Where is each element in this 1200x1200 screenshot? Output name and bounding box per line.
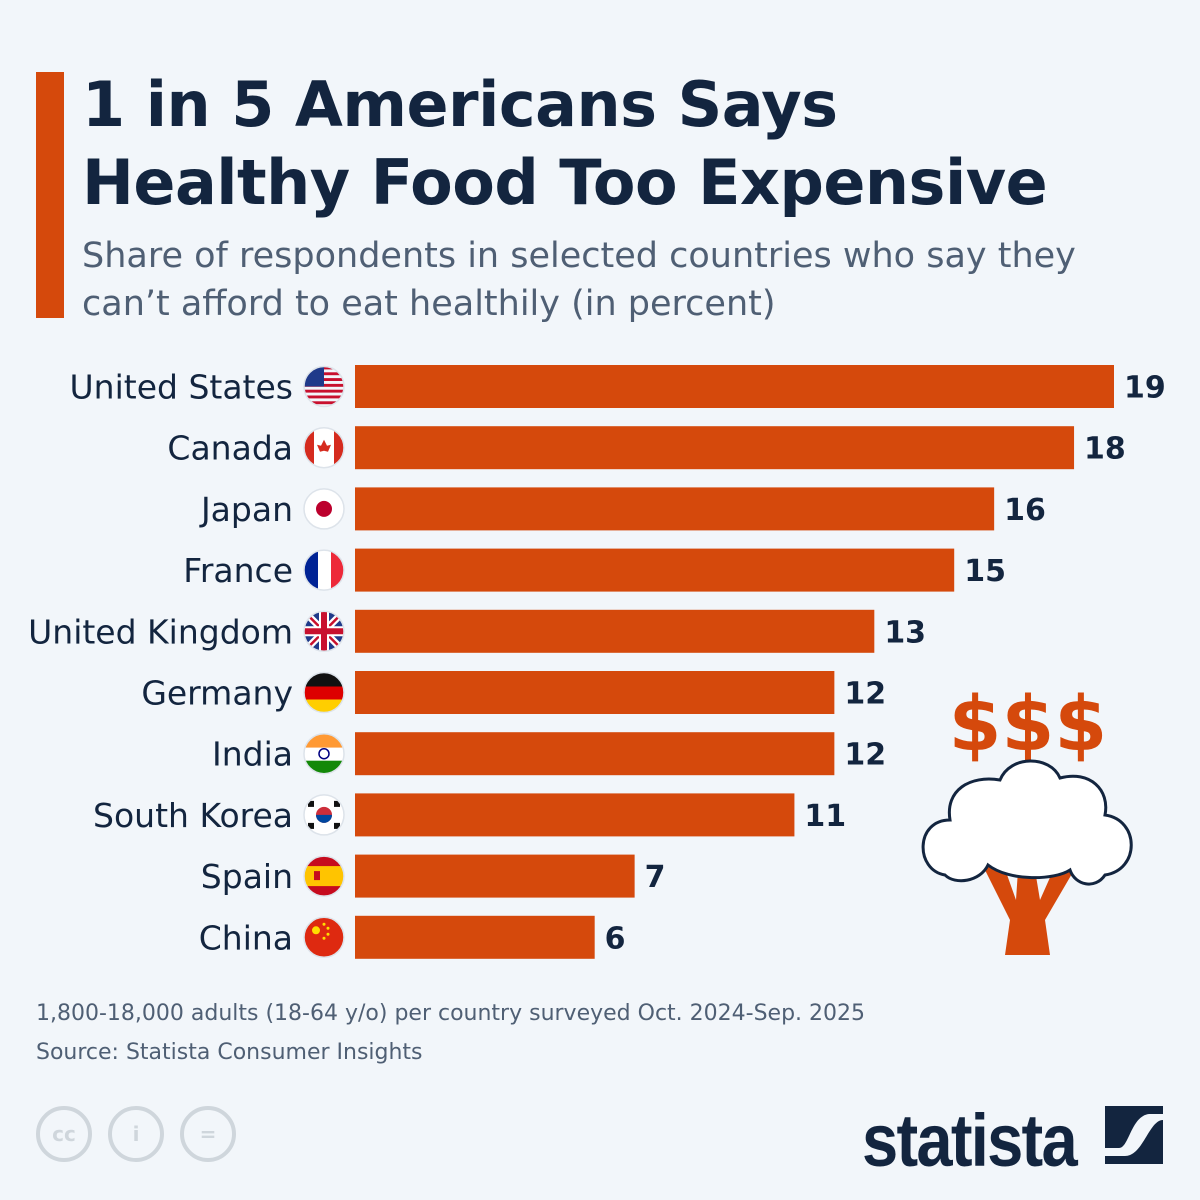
category-label: United Kingdom xyxy=(28,612,293,651)
flag-border xyxy=(303,855,345,897)
uk-flag-icon xyxy=(304,611,344,652)
bar xyxy=(355,915,595,959)
japan-flag-icon xyxy=(304,488,344,529)
statista-logo-mark-icon xyxy=(1105,1106,1163,1164)
category-label: South Korea xyxy=(93,796,293,835)
canada-flag-icon xyxy=(304,427,344,468)
category-label: United States xyxy=(70,368,293,407)
flag-border xyxy=(303,794,345,836)
value-label: 7 xyxy=(645,860,666,895)
bar xyxy=(355,609,875,653)
flag-border xyxy=(303,916,345,959)
broccoli-icon: $$$ xyxy=(921,679,1133,955)
us-flag-icon xyxy=(304,366,344,405)
bar xyxy=(355,426,1075,470)
bar xyxy=(355,854,635,898)
survey-note: 1,800-18,000 adults (18-64 y/o) per coun… xyxy=(36,1001,866,1026)
category-label: Japan xyxy=(199,490,293,529)
statista-logo[interactable]: statista xyxy=(862,1099,1078,1182)
category-label: Spain xyxy=(201,857,293,896)
category-label: France xyxy=(183,551,293,590)
category-label: China xyxy=(199,918,293,957)
value-label: 15 xyxy=(964,554,1006,589)
france-flag-icon xyxy=(304,550,344,591)
bar xyxy=(355,365,1114,408)
south-korea-flag-icon xyxy=(304,794,344,835)
value-label: 18 xyxy=(1084,432,1126,467)
value-label: 11 xyxy=(804,799,846,834)
bar xyxy=(355,548,955,592)
category-label: India xyxy=(212,735,293,774)
bar xyxy=(355,732,835,776)
source-note: Source: Statista Consumer Insights xyxy=(36,1040,423,1065)
flag-border xyxy=(303,549,345,591)
flag-border xyxy=(303,426,345,469)
value-label: 16 xyxy=(1004,493,1046,528)
value-label: 12 xyxy=(844,738,886,773)
no-derivatives-icon[interactable]: = xyxy=(180,1106,236,1162)
flag-border xyxy=(303,671,345,714)
attribution-icon[interactable]: i xyxy=(108,1106,164,1162)
value-label: 13 xyxy=(884,615,926,650)
title-line-1: 1 in 5 Americans Says xyxy=(82,68,838,141)
flag-border xyxy=(303,488,345,530)
bar-chart: United States 19 Canada 18 Japan 16 France 15 Un… xyxy=(28,365,1166,959)
bar xyxy=(355,671,835,714)
bar xyxy=(355,487,995,531)
title-accent-bar xyxy=(36,72,64,318)
dollar-signs: $$$ xyxy=(949,679,1108,768)
category-label: Canada xyxy=(167,429,293,468)
value-label: 12 xyxy=(844,677,886,712)
china-flag-icon xyxy=(304,917,344,958)
flag-border xyxy=(303,365,345,408)
subtitle: Share of respondents in selected countri… xyxy=(82,236,1076,324)
cc-icon[interactable]: cc xyxy=(36,1106,92,1162)
value-label: 19 xyxy=(1124,371,1166,406)
page-title: 1 in 5 Americans Says Healthy Food Too E… xyxy=(82,66,1048,222)
bar xyxy=(355,793,795,837)
spain-flag-icon xyxy=(304,856,344,897)
flag-border xyxy=(303,732,345,775)
category-label: Germany xyxy=(141,674,293,713)
value-label: 6 xyxy=(605,921,626,956)
flag-border xyxy=(303,610,345,653)
title-line-2: Healthy Food Too Expensive xyxy=(82,146,1048,219)
